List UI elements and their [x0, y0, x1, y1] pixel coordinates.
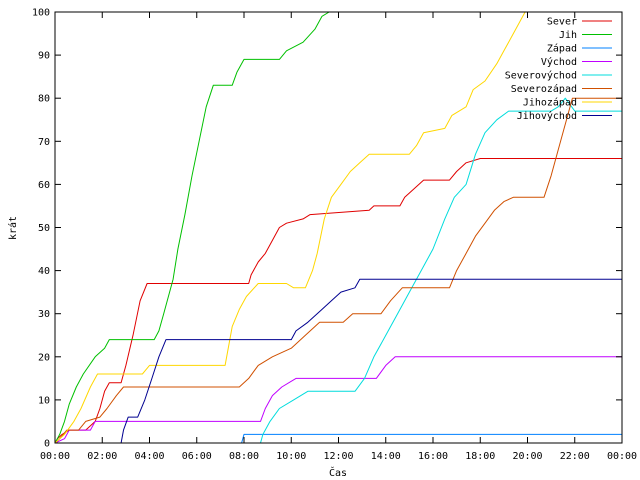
legend-label: Severovýchod	[505, 70, 577, 82]
y-tick-label: 50	[38, 223, 50, 234]
y-tick-label: 20	[38, 352, 50, 363]
y-tick-label: 40	[38, 266, 50, 277]
y-tick-label: 100	[32, 8, 50, 19]
series-line-2	[54, 11, 622, 444]
legend-label: Jihozápad	[523, 97, 577, 109]
x-tick-label: 18:00	[465, 451, 495, 462]
x-tick-label: 10:00	[276, 451, 306, 462]
x-tick-label: 02:00	[87, 451, 117, 462]
legend-label: Jihovýchod	[517, 110, 577, 122]
legend-label: Západ	[547, 43, 577, 55]
x-tick-label: 20:00	[512, 451, 542, 462]
x-tick-label: 22:00	[560, 451, 590, 462]
x-tick-label: 12:00	[323, 451, 353, 462]
x-tick-label: 04:00	[134, 451, 164, 462]
y-tick-label: 90	[38, 51, 50, 62]
y-tick-label: 70	[38, 137, 50, 148]
y-tick-label: 10	[38, 395, 50, 406]
series-line-7	[54, 11, 622, 444]
x-tick-label: 06:00	[182, 451, 212, 462]
legend-label: Severozápad	[511, 83, 577, 95]
legend-label: Jih	[559, 30, 577, 41]
x-tick-label: 14:00	[371, 451, 401, 462]
y-tick-label: 0	[44, 439, 50, 450]
series-line-6	[54, 97, 622, 444]
x-tick-label: 16:00	[418, 451, 448, 462]
y-axis-title: krát	[7, 216, 19, 240]
x-tick-label: 00:00	[40, 451, 70, 462]
x-tick-label: 08:00	[229, 451, 259, 462]
y-tick-label: 80	[38, 94, 50, 105]
tick-layer: 0 10 20 30 40 50 60 70 80 90 100 00:00 02:00 04:00 06:…	[32, 8, 637, 463]
y-tick-label: 60	[38, 180, 50, 191]
legend-label: Sever	[547, 17, 577, 28]
series-line-8	[55, 278, 622, 444]
series-line-1	[54, 158, 622, 444]
x-tick-label: 00:00	[607, 451, 637, 462]
series-line-5	[55, 97, 622, 444]
y-tick-label: 30	[38, 309, 50, 320]
legend-label: Východ	[541, 56, 577, 68]
x-axis-title: Čas	[329, 466, 347, 479]
